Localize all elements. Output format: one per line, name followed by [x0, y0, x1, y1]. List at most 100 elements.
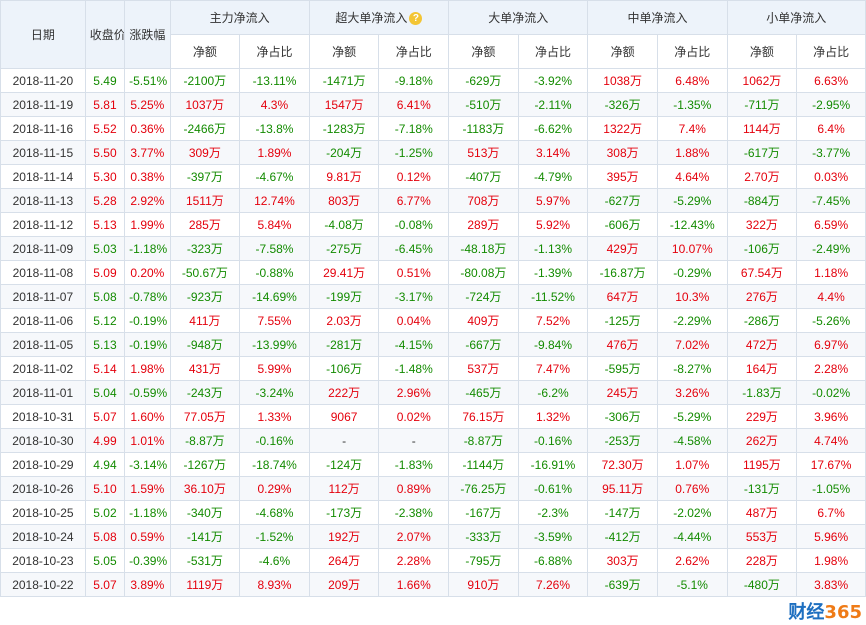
subheader-ratio[interactable]: 净占比 [378, 34, 450, 69]
cell-small-amount: -286万 [726, 308, 798, 333]
logo-text: 财经 [788, 602, 825, 623]
subheader-amount[interactable]: 净额 [726, 34, 798, 69]
table-row: 2018-10-23 5.05 -0.39% -531万 -4.6% 264万 2.28% -… [0, 548, 866, 573]
cell-main-ratio: 5.99% [239, 356, 310, 381]
cell-small-amount: 229万 [726, 404, 798, 429]
cell-medium-ratio: 7.02% [656, 332, 728, 357]
header-medium-inflow: 中单净流入 [587, 0, 728, 35]
cell-small-amount: -1.83万 [726, 380, 798, 405]
cell-large-amount: -407万 [448, 164, 519, 189]
cell-super-large-ratio: -1.83% [378, 452, 450, 477]
cell-medium-amount: 95.11万 [587, 476, 658, 501]
cell-main-ratio: 1.33% [239, 404, 310, 429]
cell-close: 5.07 [84, 572, 126, 597]
cell-medium-amount: -606万 [587, 212, 658, 237]
cell-main-amount: -8.87万 [169, 428, 241, 453]
cell-super-large-ratio: 6.77% [378, 188, 450, 213]
cell-date: 2018-10-31 [0, 404, 86, 429]
cell-super-large-ratio: 0.89% [378, 476, 450, 501]
subheader-ratio[interactable]: 净占比 [517, 34, 589, 69]
subheader-amount[interactable]: 净额 [448, 34, 519, 69]
subheader-ratio[interactable]: 净占比 [656, 34, 728, 69]
cell-change: -1.18% [124, 500, 171, 525]
cell-date: 2018-11-13 [0, 188, 86, 213]
cell-super-large-amount: -173万 [308, 500, 380, 525]
cell-super-large-amount: 222万 [308, 380, 380, 405]
cell-date: 2018-10-23 [0, 548, 86, 573]
cell-date: 2018-10-24 [0, 524, 86, 549]
cell-large-amount: -667万 [448, 332, 519, 357]
cell-super-large-amount: 1547万 [308, 92, 380, 117]
cell-medium-ratio: -5.29% [656, 404, 728, 429]
cell-main-amount: -1267万 [169, 452, 241, 477]
cell-super-large-amount: -204万 [308, 140, 380, 165]
subheader-amount[interactable]: 净额 [308, 34, 380, 69]
cell-super-large-ratio: -0.08% [378, 212, 450, 237]
cell-main-amount: -531万 [169, 548, 241, 573]
cell-large-ratio: -0.16% [517, 428, 589, 453]
header-date[interactable]: 日期 [0, 0, 86, 69]
cell-medium-ratio: 10.07% [656, 236, 728, 261]
cell-small-amount: -711万 [726, 92, 798, 117]
header-super-large-inflow-label: 超大单净流入 [335, 11, 408, 25]
cell-large-ratio: -9.84% [517, 332, 589, 357]
cell-medium-ratio: -8.27% [656, 356, 728, 381]
cell-small-ratio: -5.26% [796, 308, 866, 333]
cell-change: 0.59% [124, 524, 171, 549]
cell-super-large-amount: 2.03万 [308, 308, 380, 333]
cell-close: 5.08 [84, 284, 126, 309]
cell-small-amount: -106万 [726, 236, 798, 261]
cell-medium-amount: -627万 [587, 188, 658, 213]
header-close[interactable]: 收盘价 [84, 0, 126, 69]
cell-medium-ratio: 10.3% [656, 284, 728, 309]
fund-flow-table: 日期 收盘价 涨跌幅 主力净流入 超大单净流入? 大单净流入 中单净流入 小单净… [0, 0, 866, 597]
help-icon[interactable]: ? [409, 12, 423, 26]
cell-small-amount: 322万 [726, 212, 798, 237]
cell-large-amount: -465万 [448, 380, 519, 405]
cell-small-ratio: 6.63% [796, 68, 866, 93]
cell-medium-ratio: 6.48% [656, 68, 728, 93]
subheader-ratio[interactable]: 净占比 [239, 34, 310, 69]
cell-small-amount: 276万 [726, 284, 798, 309]
cell-medium-ratio: -5.1% [656, 572, 728, 597]
cell-main-ratio: -13.8% [239, 116, 310, 141]
table-row: 2018-11-07 5.08 -0.78% -923万 -14.69% -199万 -3.… [0, 284, 866, 309]
cell-super-large-ratio: 2.07% [378, 524, 450, 549]
table-row: 2018-11-06 5.12 -0.19% 411万 7.55% 2.03万 0.04% 4… [0, 308, 866, 333]
cell-large-amount: -8.87万 [448, 428, 519, 453]
cell-super-large-amount: -199万 [308, 284, 380, 309]
header-main-inflow: 主力净流入 [169, 0, 310, 35]
cell-large-ratio: -2.3% [517, 500, 589, 525]
cell-medium-amount: -253万 [587, 428, 658, 453]
cell-main-ratio: 0.29% [239, 476, 310, 501]
cell-main-ratio: -18.74% [239, 452, 310, 477]
cell-main-amount: -141万 [169, 524, 241, 549]
subheader-ratio[interactable]: 净占比 [796, 34, 866, 69]
cell-change: -0.78% [124, 284, 171, 309]
cell-main-ratio: 12.74% [239, 188, 310, 213]
cell-main-ratio: -3.24% [239, 380, 310, 405]
cell-close: 4.99 [84, 428, 126, 453]
cell-main-amount: -948万 [169, 332, 241, 357]
cell-super-large-ratio: 2.96% [378, 380, 450, 405]
cell-close: 5.09 [84, 260, 126, 285]
cell-small-ratio: 3.96% [796, 404, 866, 429]
cell-large-amount: 537万 [448, 356, 519, 381]
cell-large-ratio: -11.52% [517, 284, 589, 309]
header-change[interactable]: 涨跌幅 [124, 0, 171, 69]
cell-large-amount: 910万 [448, 572, 519, 597]
table-row: 2018-10-29 4.94 -3.14% -1267万 -18.74% -124万 -1… [0, 452, 866, 477]
cell-close: 5.52 [84, 116, 126, 141]
cell-main-amount: -243万 [169, 380, 241, 405]
cell-large-ratio: -3.59% [517, 524, 589, 549]
cell-super-large-amount: 264万 [308, 548, 380, 573]
cell-change: -0.19% [124, 332, 171, 357]
table-row: 2018-11-05 5.13 -0.19% -948万 -13.99% -281万 -4.… [0, 332, 866, 357]
header-super-large-inflow: 超大单净流入? [308, 0, 450, 35]
cell-close: 4.94 [84, 452, 126, 477]
cell-small-amount: 1195万 [726, 452, 798, 477]
cell-date: 2018-11-01 [0, 380, 86, 405]
subheader-amount[interactable]: 净额 [169, 34, 241, 69]
subheader-amount[interactable]: 净额 [587, 34, 658, 69]
cell-medium-ratio: -2.02% [656, 500, 728, 525]
